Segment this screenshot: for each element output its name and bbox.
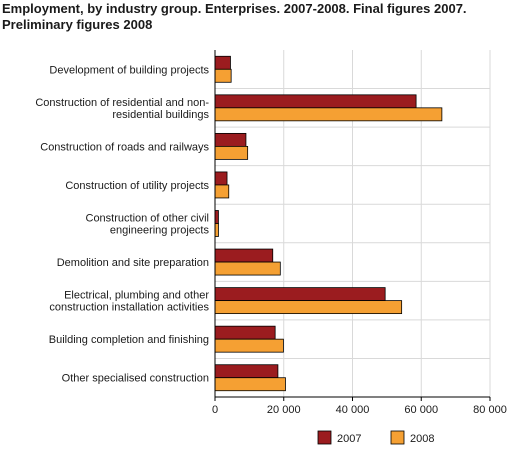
chart-title-line: Preliminary figures 2008 (2, 17, 152, 32)
x-tick-label: 20 000 (267, 404, 301, 416)
bar-2007 (214, 94, 417, 109)
bar-2007 (214, 210, 219, 224)
category-label: residential buildings (112, 109, 209, 121)
bar-2007 (214, 364, 279, 379)
bar-2007 (214, 132, 247, 147)
legend-swatch-2008 (390, 430, 405, 445)
bar-2008 (214, 223, 219, 237)
bar-2008 (214, 107, 443, 122)
chart-title-line: Employment, by industry group. Enterpris… (2, 1, 467, 16)
bar-2007 (214, 171, 228, 186)
legend-label-2007: 2007 (337, 433, 361, 445)
legend-label-2008: 2008 (410, 433, 434, 445)
bar-2008 (214, 261, 281, 276)
category-labels: Development of building projects Construc… (35, 64, 209, 384)
x-tick-label: 0 (212, 404, 218, 416)
category-label: Other specialised construction (62, 373, 209, 385)
x-tick-label: 60 000 (404, 404, 438, 416)
legend-swatch-2007 (317, 430, 332, 445)
x-axis: 0 20 000 40 000 60 000 80 000 (212, 50, 507, 416)
bar-2008 (214, 377, 286, 392)
bar-2007 (214, 55, 231, 70)
bars (214, 55, 443, 392)
x-tick-label: 80 000 (473, 404, 507, 416)
chart-title: Employment, by industry group. Enterpris… (2, 1, 467, 32)
bar-2008 (214, 68, 232, 83)
bar-2007 (214, 287, 386, 302)
category-label: Construction of roads and railways (40, 141, 209, 153)
bar-2008 (214, 145, 249, 160)
x-tick-label: 40 000 (336, 404, 370, 416)
bar-2008 (214, 338, 284, 353)
bar-2007 (214, 325, 276, 340)
legend: 2007 2008 (317, 430, 434, 445)
category-label: Building completion and finishing (49, 334, 209, 346)
category-label: Electrical, plumbing and other (64, 290, 209, 302)
category-label: Construction of residential and non- (35, 97, 209, 109)
category-label: Construction of utility projects (65, 180, 209, 192)
category-label: Demolition and site preparation (57, 257, 209, 269)
bar-2008 (214, 184, 230, 199)
bar-2008 (214, 300, 403, 315)
category-label: Construction of other civil (86, 213, 210, 225)
category-label: construction installation activities (49, 302, 209, 314)
category-label: engineering projects (110, 225, 210, 237)
bar-2007 (214, 248, 274, 263)
category-label: Development of building projects (49, 64, 209, 76)
